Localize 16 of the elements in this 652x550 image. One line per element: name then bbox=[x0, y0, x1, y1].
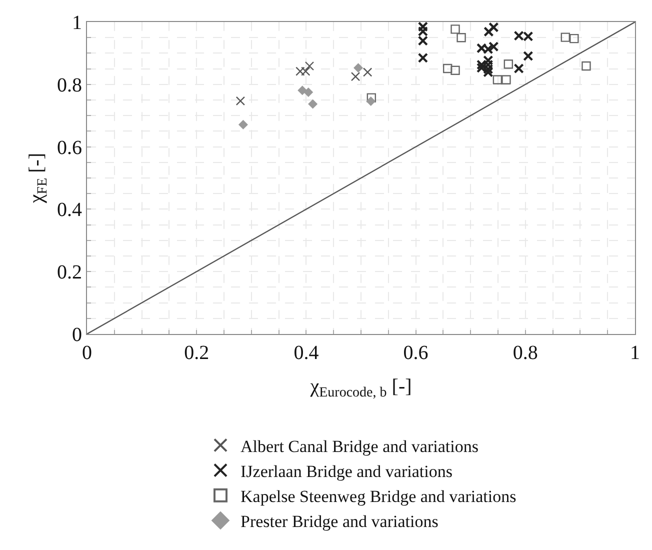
x-tick-label: 0.6 bbox=[403, 342, 428, 364]
x-tick-label: 0.2 bbox=[184, 342, 210, 364]
y-tick-label: 0.4 bbox=[57, 199, 82, 222]
x-axis-title: χ$_{Eurocode, b}$ [-] bbox=[309, 376, 412, 401]
y-tick-label: 1 bbox=[72, 12, 82, 34]
y-tick-label: 0.8 bbox=[57, 74, 82, 96]
x-tick-label: 0.8 bbox=[512, 342, 538, 364]
y-tick-label: 0.6 bbox=[57, 136, 82, 159]
legend-label: Kapelse Steenweg Bridge and variations bbox=[240, 486, 516, 506]
y-tick-label: 0 bbox=[72, 324, 82, 346]
legend-label: IJzerlaan Bridge and variations bbox=[240, 462, 452, 481]
legend-label: Albert Canal Bridge and variations bbox=[240, 436, 478, 456]
legend-label: Prester Bridge and variations bbox=[240, 512, 438, 532]
x-tick-label: 0.4 bbox=[294, 342, 319, 364]
y-tick-label: 0.2 bbox=[57, 262, 82, 284]
x-tick-label: 1 bbox=[630, 342, 640, 364]
